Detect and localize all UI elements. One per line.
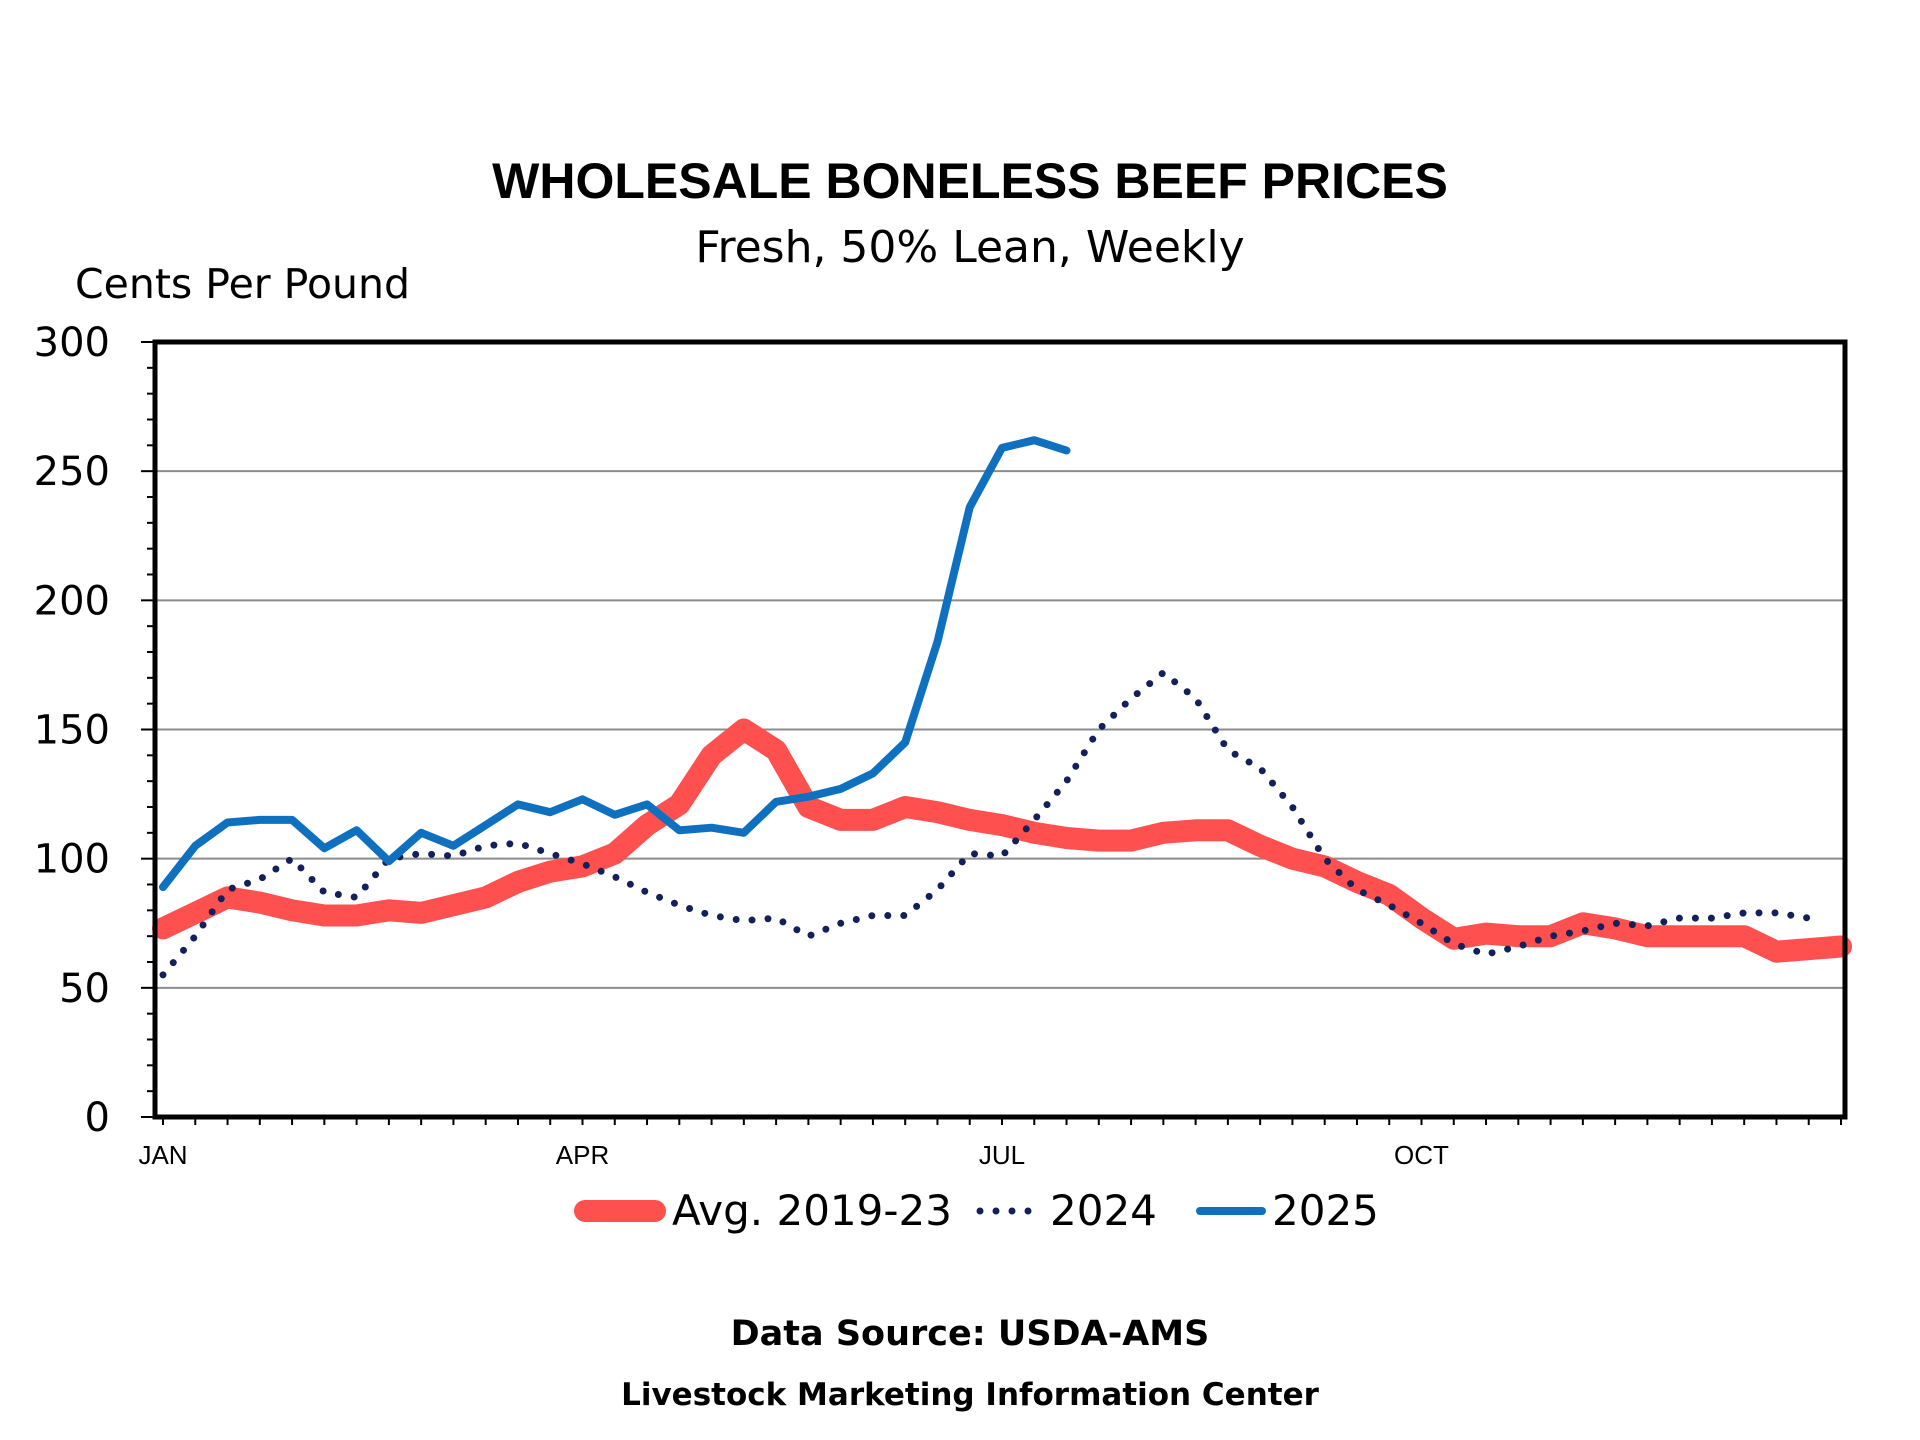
legend-label-1: Avg. 2019-23 [672, 1186, 952, 1235]
x-tick-label: OCT [1394, 1140, 1449, 1170]
legend-label-3: 2025 [1272, 1186, 1379, 1235]
legend-label-2: 2024 [1050, 1186, 1157, 1235]
y-tick-label: 100 [34, 837, 110, 883]
x-tick-label: APR [556, 1140, 609, 1170]
chart-title: WHOLESALE BONELESS BEEF PRICES [492, 153, 1448, 209]
x-tick-label: JAN [138, 1140, 187, 1170]
y-tick-label: 0 [85, 1095, 110, 1141]
y-tick-label: 150 [34, 708, 110, 754]
series-line-1 [152, 718, 1852, 963]
gridlines [155, 470, 1845, 989]
y-axis-label: Cents Per Pound [75, 260, 410, 308]
y-tick-label: 250 [34, 449, 110, 495]
y-axis-ticks: 0 50 100 150 200 250 300 [34, 320, 155, 1141]
x-axis-ticks: JAN APR JUL OCT [138, 1117, 1842, 1170]
chart-subtitle: Fresh, 50% Lean, Weekly [695, 222, 1244, 273]
legend: Avg. 2019-23 2024 2025 [574, 1186, 1379, 1235]
credit-line: Livestock Marketing Information Center [621, 1377, 1320, 1413]
y-tick-label: 300 [34, 320, 110, 366]
y-tick-label: 200 [34, 578, 110, 624]
series-lines [152, 436, 1852, 979]
plot-frame [152, 339, 1848, 1120]
data-source: Data Source: USDA-AMS [731, 1314, 1210, 1354]
y-tick-label: 50 [59, 966, 110, 1012]
series-line-3 [159, 436, 1071, 892]
x-tick-label: JUL [979, 1140, 1025, 1170]
